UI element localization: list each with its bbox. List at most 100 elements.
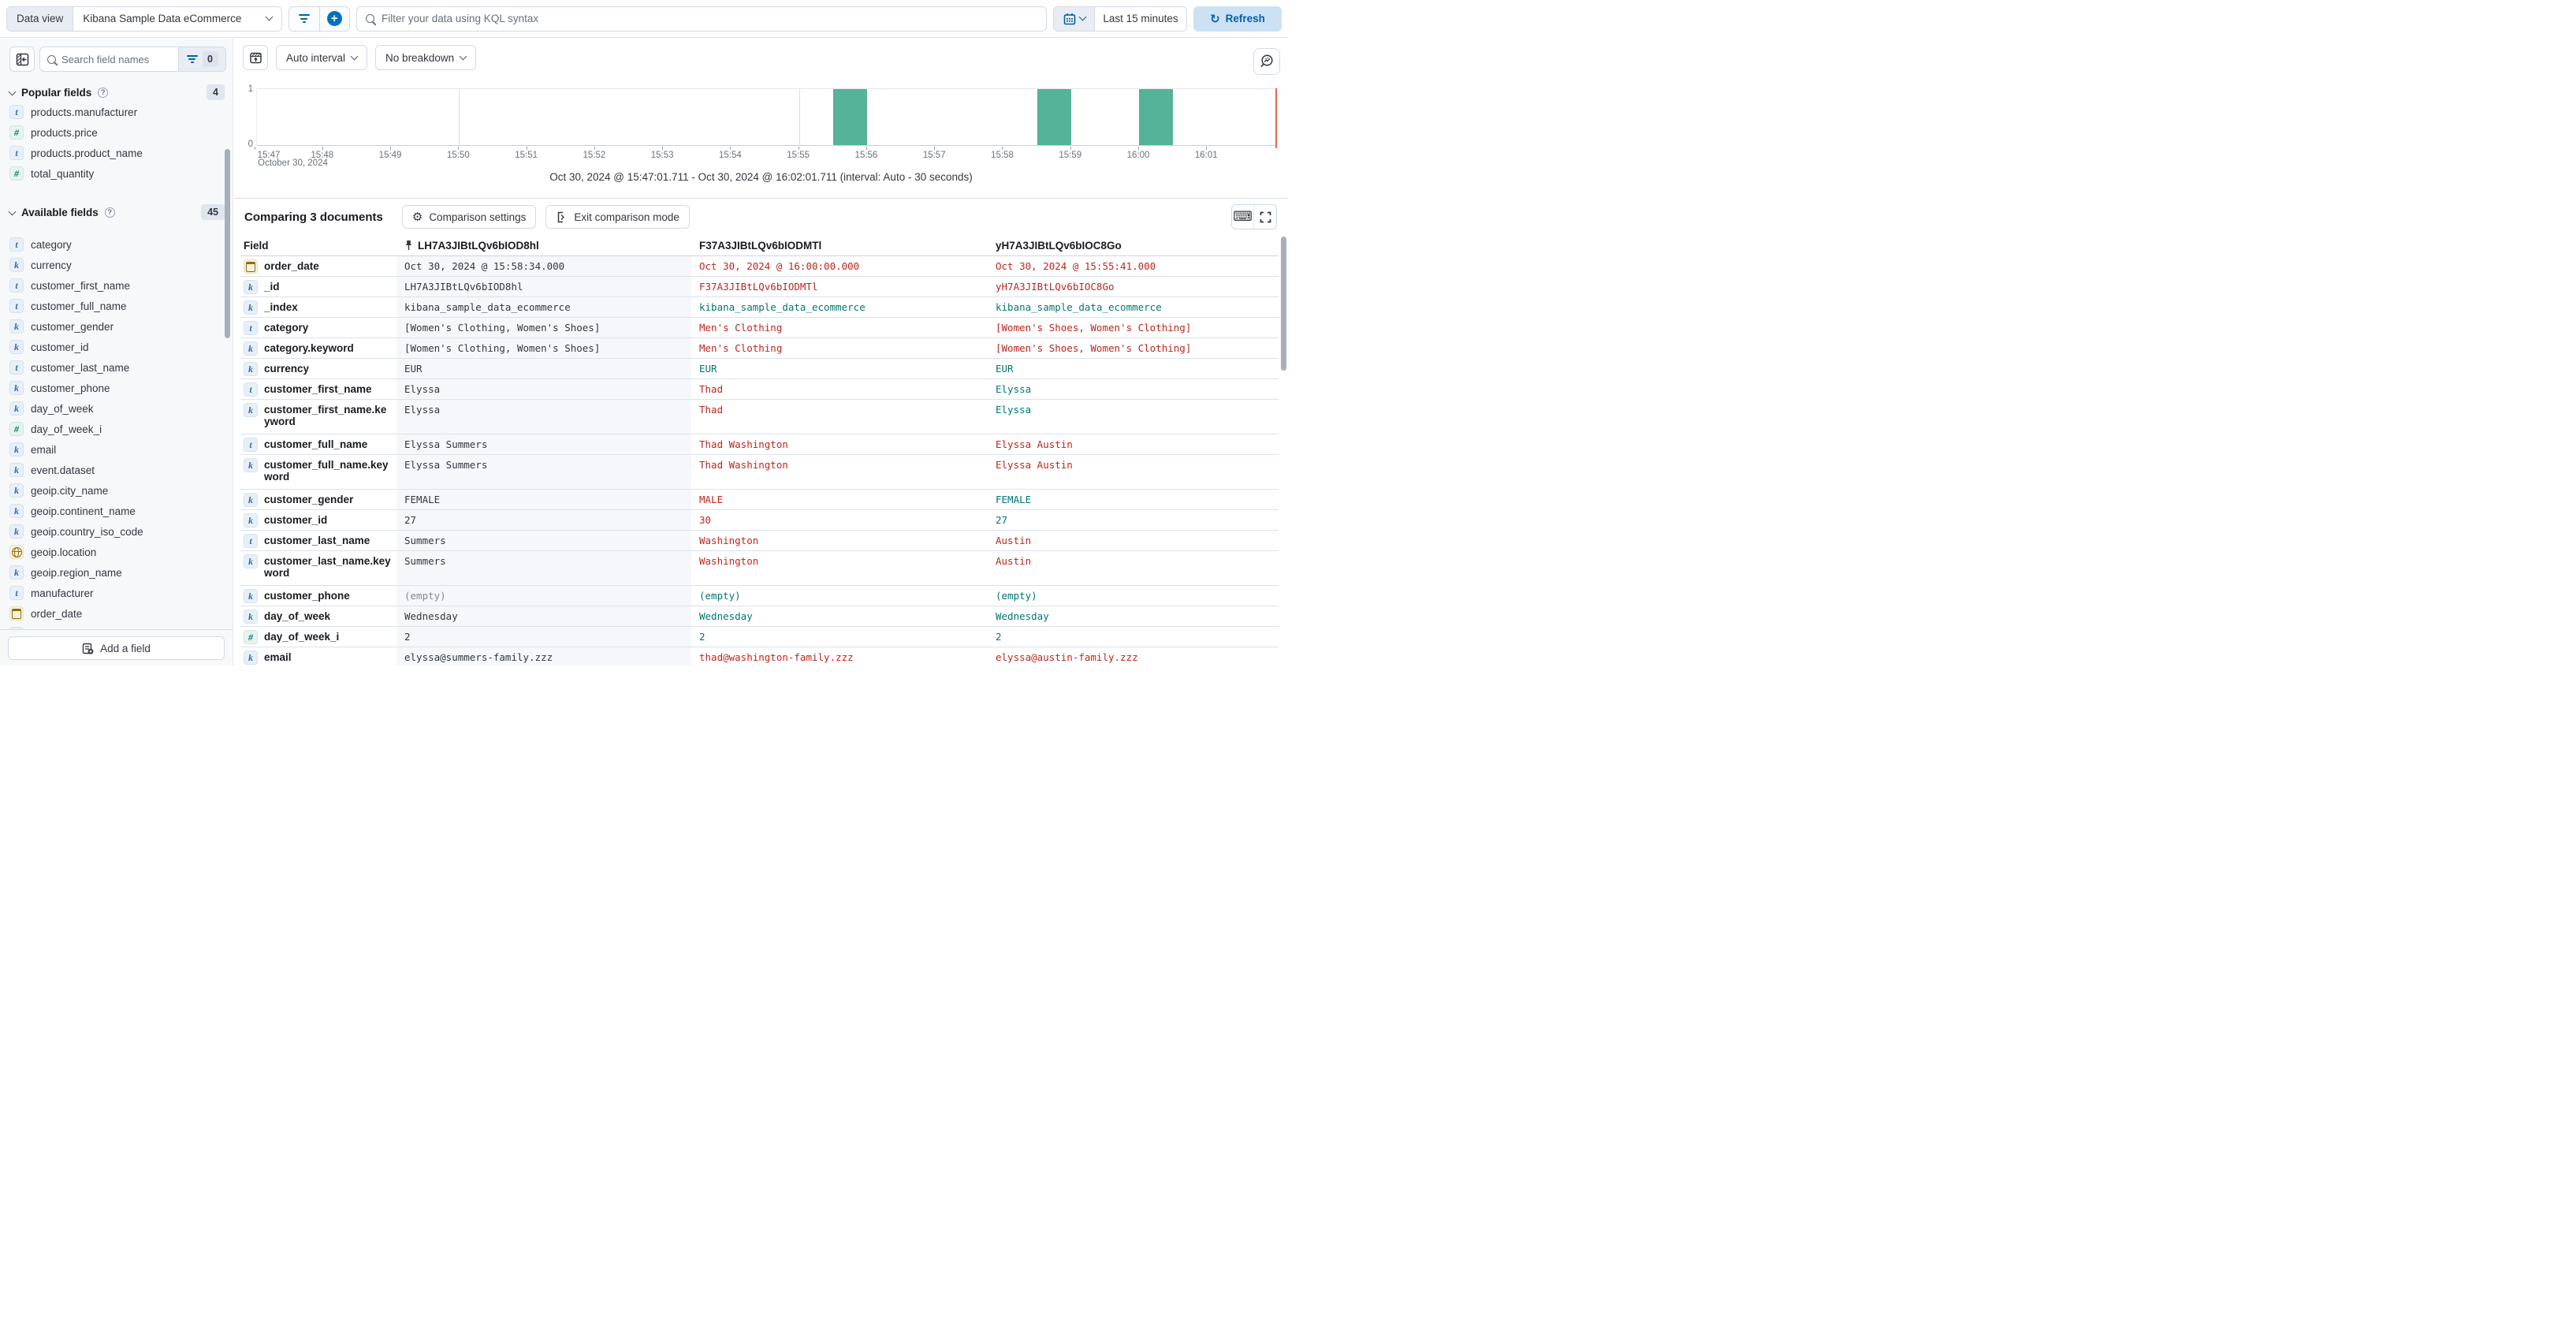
table-body: order_date Oct 30, 2024 @ 15:58:34.000 O… [240, 256, 1279, 666]
field-list-item[interactable]: manufacturer [0, 583, 233, 603]
comparison-value-cell-1: Thad [699, 404, 724, 416]
field-list-item[interactable]: geoip.region_name [0, 562, 233, 583]
available-fields-header[interactable]: Available fields ? 45 [0, 203, 233, 222]
time-range-button[interactable]: Last 15 minutes [1095, 6, 1186, 31]
time-picker-calendar-button[interactable] [1054, 6, 1095, 31]
x-axis-ticks: 15:47 15:48 15:49 15:50 15:51 15:52 15:53 15:54… [254, 147, 1277, 161]
comparison-value-cell-2: 2 [996, 631, 1002, 643]
field-filter-button[interactable]: 0 [178, 47, 225, 71]
table-row: category [Women's Clothing, Women's Shoe… [240, 318, 1279, 338]
field-type-icon [9, 278, 24, 293]
hide-chart-button[interactable] [243, 45, 268, 70]
x-axis-label: 15:51 [515, 151, 538, 160]
breakdown-dropdown[interactable]: No breakdown [375, 45, 477, 70]
collapse-sidebar-button[interactable] [9, 47, 35, 72]
kql-search-bar[interactable] [356, 6, 1047, 32]
comparison-settings-button[interactable]: ⚙ Comparison settings [401, 205, 537, 229]
interval-label: Auto interval [286, 51, 346, 64]
field-list-item[interactable]: customer_phone [0, 378, 233, 398]
histogram-bar[interactable] [832, 89, 867, 145]
exit-comparison-button[interactable]: Exit comparison mode [545, 205, 690, 229]
y-axis-label-max: 1 [248, 84, 253, 94]
field-list-item[interactable]: event.dataset [0, 460, 233, 480]
field-type-icon [9, 463, 24, 477]
base-value-cell: [Women's Clothing, Women's Shoes] [396, 338, 691, 358]
field-list-item[interactable]: products.manufacturer [0, 102, 233, 122]
table-row: email elyssa@summers-family.zzz thad@was… [240, 647, 1279, 666]
base-value-cell: Elyssa [396, 400, 691, 434]
interval-dropdown[interactable]: Auto interval [276, 45, 368, 70]
histogram-bar[interactable] [1037, 89, 1071, 145]
field-list-item[interactable]: geoip.location [0, 542, 233, 562]
y-axis-label-min: 0 [248, 140, 253, 149]
field-name: category.keyword [264, 342, 354, 354]
comparison-document-1-header: F37A3JIBtLQv6bIODMTl [699, 239, 822, 252]
field-type-icon [9, 146, 24, 160]
field-list-item[interactable]: geoip.continent_name [0, 501, 233, 521]
add-filter-button[interactable]: + [320, 7, 350, 31]
field-list-item[interactable]: geoip.city_name [0, 480, 233, 501]
field-cell: customer_first_name.keyword [240, 400, 396, 434]
data-view-switcher[interactable]: Data view Kibana Sample Data eCommerce [6, 6, 282, 32]
comparison-value-cell-1: MALE [699, 494, 724, 505]
x-axis-tick [865, 147, 867, 150]
refresh-button[interactable]: ↻ Refresh [1193, 6, 1282, 32]
table-row: customer_last_name Summers Washington Au… [240, 531, 1279, 551]
base-value-cell: Oct 30, 2024 @ 15:58:34.000 [396, 256, 691, 276]
field-type-icon [244, 341, 258, 356]
popular-fields-header[interactable]: Popular fields ? 4 [0, 83, 233, 102]
table-scrollbar[interactable] [1281, 237, 1286, 371]
edit-visualization-button[interactable] [1253, 48, 1280, 75]
comparison-value-cell-2: (empty) [996, 590, 1037, 602]
table-row: customer_phone (empty) (empty) (empty) [240, 586, 1279, 606]
x-axis-tick [322, 147, 323, 150]
filter-menu-button[interactable] [289, 6, 320, 31]
comparison-table: Field LH7A3JIBtLQv6bIOD8hl F37A3JIBtLQv6… [240, 235, 1279, 666]
sidebar-scrollbar[interactable] [225, 149, 230, 338]
field-cell: category.keyword [240, 338, 396, 358]
field-cell: email [240, 647, 396, 666]
table-row: customer_gender FEMALE MALE FEMALE [240, 490, 1279, 510]
field-type-icon [9, 237, 24, 252]
field-list-item[interactable]: category [0, 234, 233, 255]
field-list-item[interactable]: day_of_week_i [0, 419, 233, 439]
fullscreen-button[interactable] [1254, 205, 1276, 229]
x-axis-context-label: October 30, 2024 [258, 158, 328, 168]
add-field-button[interactable]: Add a field [8, 636, 225, 660]
field-list-item[interactable]: currency [0, 255, 233, 275]
field-list-item[interactable]: email [0, 439, 233, 460]
field-type-icon [9, 258, 24, 272]
field-list-item[interactable]: order_date [0, 603, 233, 624]
base-value-cell: elyssa@summers-family.zzz [396, 647, 691, 666]
kql-input[interactable] [382, 13, 1037, 24]
chart-gridline [459, 89, 460, 145]
comparison-value-cell-1: Oct 30, 2024 @ 16:00:00.000 [699, 260, 860, 272]
keyboard-shortcuts-button[interactable]: ⌨ [1232, 205, 1254, 229]
field-list-item[interactable]: customer_gender [0, 316, 233, 337]
histogram-bar[interactable] [1139, 89, 1174, 145]
field-list-item[interactable]: customer_full_name [0, 296, 233, 316]
comparison-value-cell-1: Thad Washington [699, 438, 788, 450]
current-time-marker [1275, 88, 1277, 148]
fields-sidebar: 0 Popular fields ? 4 products.manufactur… [0, 39, 233, 666]
field-cell: category [240, 318, 396, 337]
field-list-item[interactable]: customer_first_name [0, 275, 233, 296]
data-view-select[interactable]: Kibana Sample Data eCommerce [73, 6, 281, 31]
field-list-item[interactable]: customer_last_name [0, 357, 233, 378]
field-list-item[interactable]: products.product_name [0, 143, 233, 163]
field-list-item[interactable]: geoip.country_iso_code [0, 521, 233, 542]
table-row: category.keyword [Women's Clothing, Wome… [240, 338, 1279, 359]
field-search-input[interactable] [61, 53, 171, 65]
field-list-item[interactable]: products.price [0, 122, 233, 143]
breakdown-label: No breakdown [385, 51, 455, 64]
field-list-item[interactable]: customer_id [0, 337, 233, 357]
help-icon: ? [98, 87, 109, 98]
sidebar-footer: Add a field [0, 629, 233, 666]
x-axis-label: 15:58 [991, 151, 1014, 160]
field-name: email [264, 651, 292, 663]
field-search[interactable]: 0 [39, 47, 226, 72]
field-type-icon [244, 589, 258, 603]
field-type-icon [9, 483, 24, 498]
field-list-item[interactable]: day_of_week [0, 398, 233, 419]
field-list-item[interactable]: total_quantity [0, 163, 233, 184]
